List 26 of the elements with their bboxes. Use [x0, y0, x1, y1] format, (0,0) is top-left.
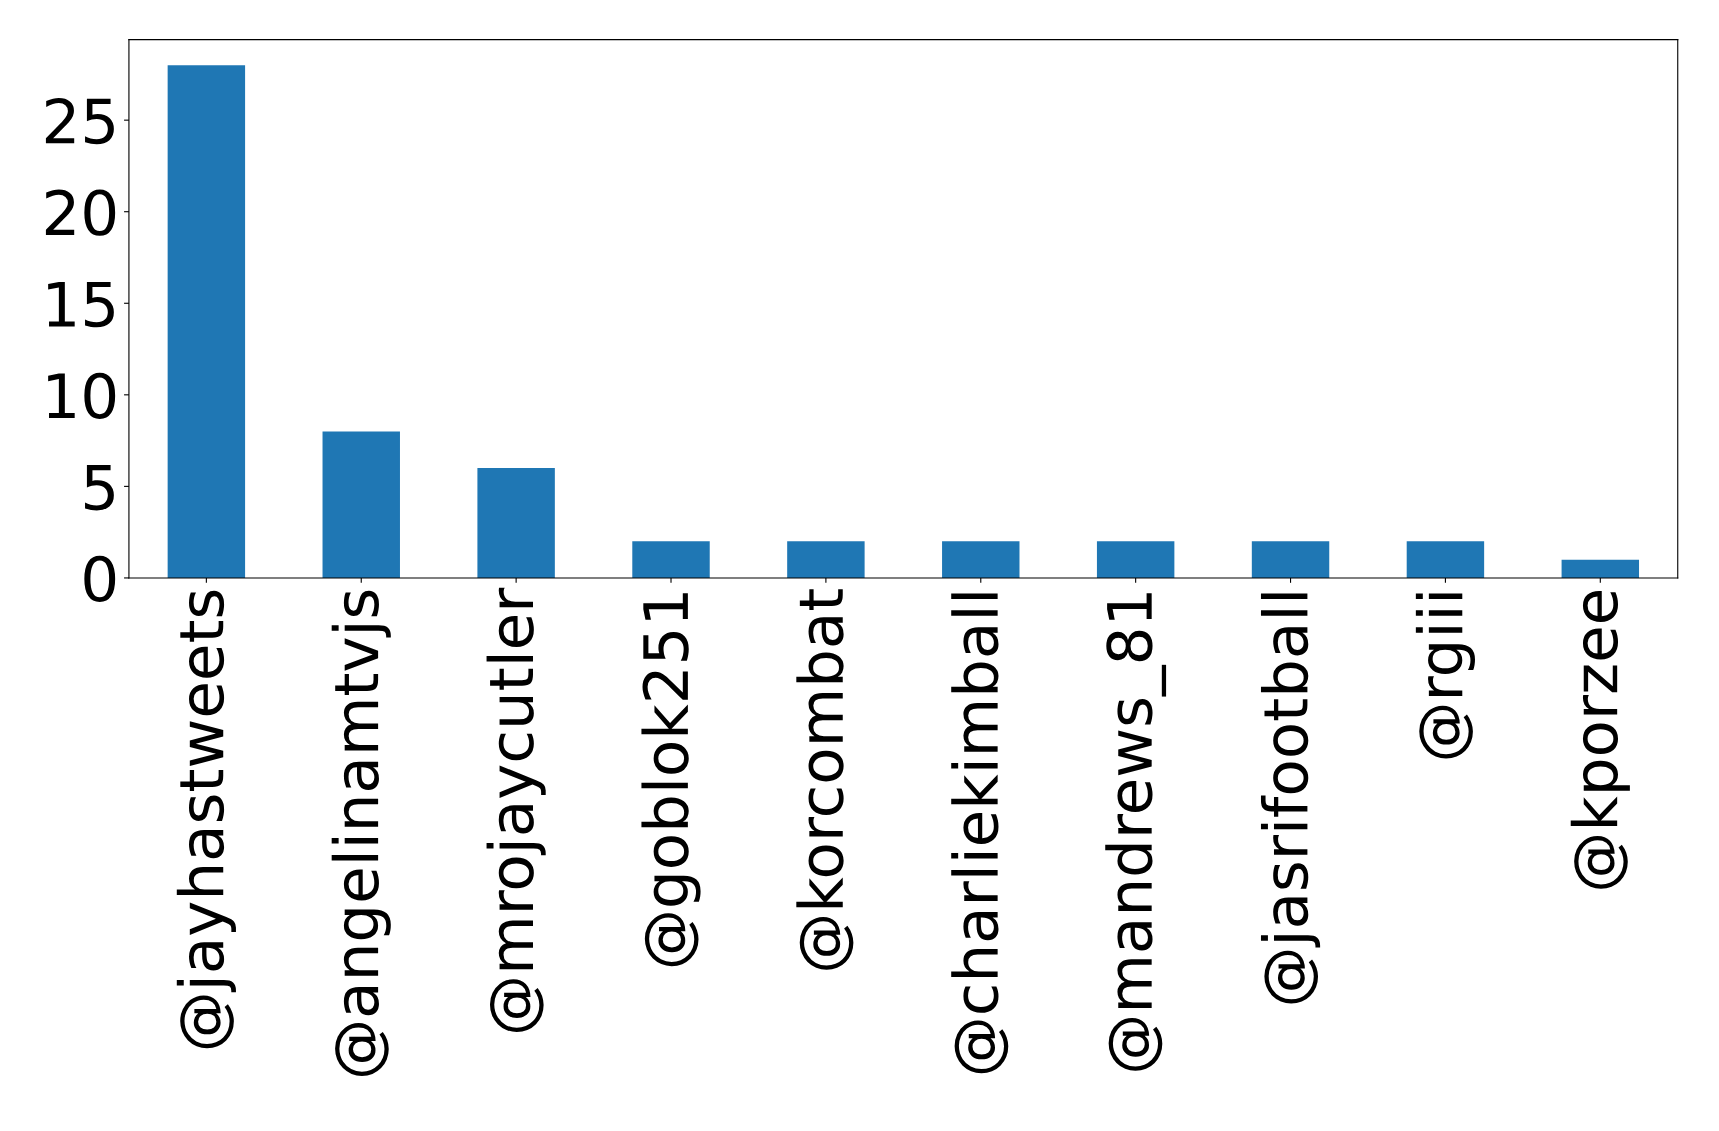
- y-tick-label: 20: [45, 189, 116, 236]
- x-tick-label: @kporzee: [1570, 590, 1630, 889]
- bar: [942, 541, 1020, 578]
- y-tick-label: 0: [84, 555, 116, 603]
- x-tick-label: @rgiii: [1415, 593, 1475, 759]
- x-tick-label: @mrojaycutler: [486, 587, 546, 1032]
- x-tick-label: @jayhastweets: [176, 590, 236, 1049]
- y-tick-label: 15: [48, 281, 114, 328]
- bar: [477, 468, 555, 578]
- x-tick-label: @jasrifootball: [1260, 593, 1321, 1004]
- bar: [1406, 541, 1485, 578]
- bar: [322, 431, 400, 578]
- x-tick-label: @mandrews_81: [1105, 593, 1167, 1071]
- x-tick-label: @goblok251: [641, 593, 701, 967]
- y-tick-label: 25: [45, 98, 114, 145]
- x-tick-label: @korcombat: [796, 589, 854, 970]
- x-tick-label: @charliekimball: [951, 593, 1009, 1074]
- bar: [632, 541, 710, 578]
- bar: [1096, 541, 1175, 578]
- x-tick-label: @angelinamtvjs: [331, 590, 391, 1076]
- y-tick-label: 5: [85, 465, 114, 511]
- y-tick-label: 10: [48, 372, 116, 419]
- bar: [167, 65, 246, 578]
- bar: [1251, 541, 1330, 578]
- bar: [1561, 559, 1640, 578]
- bar: [787, 541, 865, 578]
